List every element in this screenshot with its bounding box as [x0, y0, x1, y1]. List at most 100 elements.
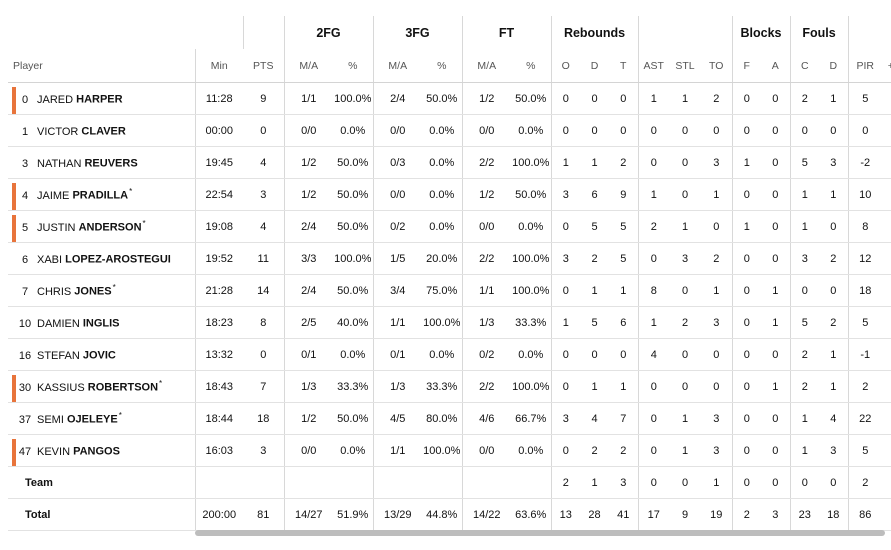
starter-indicator: [12, 215, 16, 242]
stat-fd: 2: [819, 242, 849, 275]
col-to[interactable]: TO: [701, 49, 733, 83]
player-number: 4: [21, 189, 29, 202]
col-pir[interactable]: PIR: [847, 49, 883, 83]
stat-ba: 0: [761, 242, 791, 275]
stat-fg2_ma: 1/2: [283, 146, 333, 179]
stat-ft_pct: 66.7%: [511, 402, 551, 435]
stat-fg2_ma: 3/3: [283, 242, 333, 275]
stat-pts: 8: [243, 306, 284, 339]
stat-ast: 0: [637, 434, 669, 467]
player-first-name: DAMIEN: [37, 317, 80, 330]
stat-ft_ma: 1/2: [461, 178, 511, 211]
stat-ast: 0: [637, 402, 669, 435]
col-ast[interactable]: AST: [637, 49, 669, 83]
stat-pir: 5: [847, 306, 883, 339]
col-ft-pct[interactable]: %: [511, 49, 551, 83]
col-reb-d[interactable]: D: [580, 49, 609, 83]
table-row[interactable]: 5 JUSTIN ANDERSON* 19:08 4 2/4 50.0% 0/2 0.0% 0/…: [8, 210, 891, 243]
player-cell[interactable]: 10 DAMIEN INGLIS: [8, 306, 195, 339]
col-player[interactable]: Player: [8, 49, 195, 83]
table-row[interactable]: 1 VICTOR CLAVER 00:00 0 0/0 0.0% 0/0 0.0% 0/0 0.0…: [8, 114, 891, 147]
player-cell[interactable]: 37 SEMI OJELEYE*: [8, 402, 195, 435]
player-first-name: NATHAN: [37, 157, 82, 170]
player-cell[interactable]: 3 NATHAN REUVERS: [8, 146, 195, 179]
stat-pm: [882, 146, 891, 179]
player-cell[interactable]: 5 JUSTIN ANDERSON*: [8, 210, 195, 243]
col-pts[interactable]: PTS: [243, 49, 284, 83]
player-cell[interactable]: 7 CHRIS JONES*: [8, 274, 195, 307]
table-row[interactable]: 7 CHRIS JONES* 21:28 14 2/4 50.0% 3/4 75.0% 1/1 1…: [8, 274, 891, 307]
table-row[interactable]: 10 DAMIEN INGLIS 18:23 8 2/5 40.0% 1/1 100.0% 1/…: [8, 306, 891, 339]
stat-fg3_ma: 13/29: [372, 498, 422, 531]
stat-ast: 0: [637, 114, 669, 147]
player-cell[interactable]: 1 VICTOR CLAVER: [8, 114, 195, 147]
col-blk-a[interactable]: A: [761, 49, 791, 83]
stat-ft_ma: 0/0: [461, 210, 511, 243]
col-blk-f[interactable]: F: [731, 49, 762, 83]
stat-fc: 23: [789, 498, 820, 531]
stat-fg2_ma: 14/27: [283, 498, 333, 531]
col-min[interactable]: Min: [194, 49, 243, 83]
horizontal-scrollbar[interactable]: [195, 530, 885, 536]
table-row[interactable]: 47 KEVIN PANGOS 16:03 3 0/0 0.0% 1/1 100.0% 0/0 0…: [8, 434, 891, 467]
stat-fg3_pct: 0.0%: [422, 338, 462, 371]
stat-fg3_pct: 0.0%: [422, 178, 462, 211]
stat-bf: 0: [731, 114, 762, 147]
player-cell[interactable]: 6 XABI LOPEZ-AROSTEGUI: [8, 242, 195, 275]
col-fouls-c[interactable]: C: [789, 49, 820, 83]
player-cell[interactable]: 4 JAIME PRADILLA*: [8, 178, 195, 211]
table-row[interactable]: 30 KASSIUS ROBERTSON* 18:43 7 1/3 33.3% 1/3 33.…: [8, 370, 891, 403]
starter-star: *: [142, 219, 146, 229]
stat-pts: 18: [243, 402, 284, 435]
col-reb-o[interactable]: O: [550, 49, 580, 83]
col-ft-ma[interactable]: M/A: [461, 49, 511, 83]
table-row[interactable]: 4 JAIME PRADILLA* 22:54 3 1/2 50.0% 0/0 0.0% 1/2…: [8, 178, 891, 211]
stat-fg2_ma: 0/0: [283, 114, 333, 147]
starter-star: *: [159, 379, 163, 389]
stat-fc: 2: [789, 82, 820, 115]
col-3fg-pct[interactable]: %: [422, 49, 462, 83]
stat-pm: [882, 306, 891, 339]
stat-o: 1: [550, 146, 580, 179]
player-first-name: VICTOR: [37, 125, 79, 138]
stat-fg3_pct: 75.0%: [422, 274, 462, 307]
player-last-name: PRADILLA: [72, 189, 129, 202]
stat-fg2_ma: 1/3: [283, 370, 333, 403]
player-cell[interactable]: 16 STEFAN JOVIC: [8, 338, 195, 371]
stat-pm: [882, 274, 891, 307]
player-cell[interactable]: 47 KEVIN PANGOS: [8, 434, 195, 467]
stat-fc: 2: [789, 338, 820, 371]
col-2fg-pct[interactable]: %: [333, 49, 373, 83]
stat-pir: 8: [847, 210, 883, 243]
col-2fg-ma[interactable]: M/A: [283, 49, 333, 83]
stat-o: 0: [550, 274, 580, 307]
col-reb-t[interactable]: T: [609, 49, 638, 83]
table-row[interactable]: 37 SEMI OJELEYE* 18:44 18 1/2 50.0% 4/5 80.0% 4/…: [8, 402, 891, 435]
stat-bf: 0: [731, 82, 762, 115]
player-cell[interactable]: 30 KASSIUS ROBERTSON*: [8, 370, 195, 403]
stat-pts: 4: [243, 146, 284, 179]
stat-ft_pct: 100.0%: [511, 370, 551, 403]
player-cell[interactable]: 0 JARED HARPER: [8, 82, 195, 115]
table-row[interactable]: 6 XABI LOPEZ-AROSTEGUI 19:52 11 3/3 100.0% 1/5…: [8, 242, 891, 275]
table-row[interactable]: 16 STEFAN JOVIC 13:32 0 0/1 0.0% 0/1 0.0% 0/2 0.0…: [8, 338, 891, 371]
stat-fg2_ma: 1/1: [283, 82, 333, 115]
col-stl[interactable]: STL: [669, 49, 701, 83]
stat-ft_ma: 2/2: [461, 370, 511, 403]
table-row[interactable]: 0 JARED HARPER 11:28 9 1/1 100.0% 2/4 50.0% 1/2 5…: [8, 82, 891, 115]
stat-bf: 1: [731, 146, 762, 179]
stat-fg3_ma: 0/0: [372, 178, 422, 211]
col-plus-minus[interactable]: +/-: [882, 49, 891, 83]
stat-min: 22:54: [194, 178, 243, 211]
table-row[interactable]: 3 NATHAN REUVERS 19:45 4 1/2 50.0% 0/3 0.0% 2/2 1…: [8, 146, 891, 179]
player-number: 1: [21, 125, 29, 138]
team-row: Team 2 1 3 0 0 1 0 0 0 0 2: [8, 466, 891, 499]
stat-fc: 0: [789, 114, 820, 147]
stat-pm: [882, 338, 891, 371]
col-fouls-d[interactable]: D: [819, 49, 849, 83]
col-3fg-ma[interactable]: M/A: [372, 49, 422, 83]
stat-ba: 0: [761, 402, 791, 435]
stat-min: 16:03: [194, 434, 243, 467]
stat-pir: 5: [847, 82, 883, 115]
starter-star: *: [112, 283, 116, 293]
